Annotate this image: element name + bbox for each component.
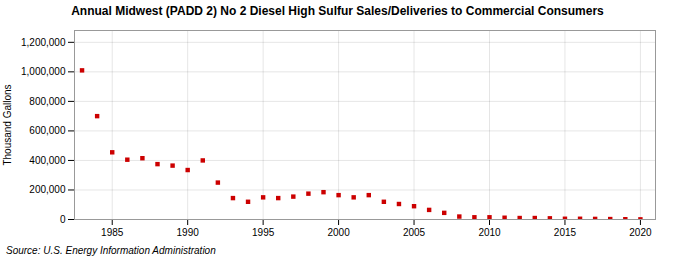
svg-text:1995: 1995	[252, 227, 275, 238]
svg-text:2015: 2015	[554, 227, 577, 238]
svg-text:Thousand Gallons: Thousand Gallons	[2, 84, 13, 165]
svg-text:0: 0	[60, 214, 66, 225]
svg-text:2005: 2005	[403, 227, 426, 238]
svg-text:2000: 2000	[327, 227, 350, 238]
svg-text:1,000,000: 1,000,000	[21, 66, 66, 77]
svg-text:400,000: 400,000	[29, 155, 66, 166]
svg-text:2010: 2010	[478, 227, 501, 238]
svg-text:200,000: 200,000	[29, 184, 66, 195]
svg-text:1985: 1985	[101, 227, 124, 238]
html-text:Annual Midwest (PADD 2) No 2 D: Annual Midwest (PADD 2) No 2 Diesel High…	[71, 4, 604, 18]
svg-text:1990: 1990	[177, 227, 200, 238]
svg-text:2020: 2020	[629, 227, 652, 238]
svg-text:600,000: 600,000	[29, 125, 66, 136]
svg-text:1,200,000: 1,200,000	[21, 37, 66, 48]
svg-text:800,000: 800,000	[29, 96, 66, 107]
html-text:Source: U.S. Energy Informatio: Source: U.S. Energy Information Administ…	[6, 245, 216, 256]
